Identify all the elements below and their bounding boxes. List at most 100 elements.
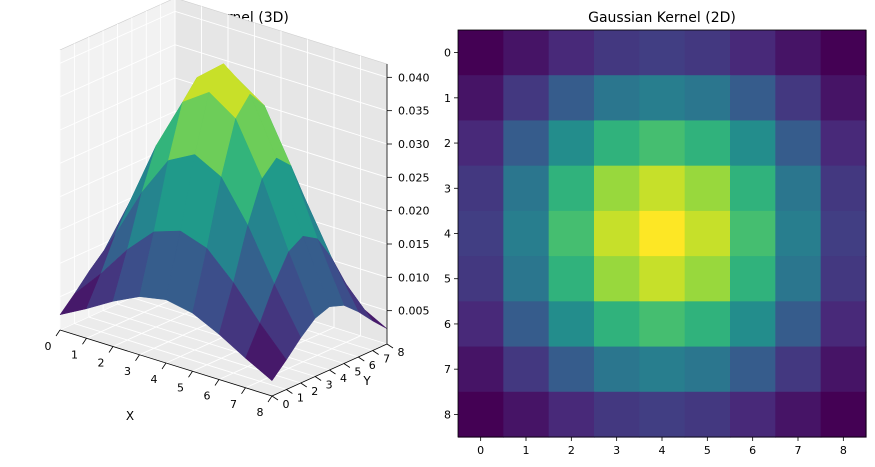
heatmap-cell (594, 210, 640, 257)
heatmap-cell (458, 210, 504, 257)
y-tick-label: 0 (283, 398, 290, 411)
heatmap-cell (820, 346, 867, 393)
x-tick-label: 3 (613, 444, 620, 457)
heatmap-cell (594, 346, 640, 393)
heatmap-cell (684, 30, 731, 76)
heatmap-cell (775, 165, 822, 212)
surface-mesh (59, 63, 388, 381)
heatmap-cell (548, 30, 595, 76)
heatmap-cell (730, 120, 776, 167)
heatmap-cell (503, 301, 550, 348)
heatmap-cell (730, 301, 776, 348)
z-tick-label: 0.025 (398, 171, 430, 184)
y-tick-label: 4 (444, 228, 451, 241)
x-tick-mark (55, 329, 61, 337)
y-tick-label: 3 (326, 379, 333, 392)
heatmap-cell (730, 210, 776, 257)
y-tick-mark (271, 395, 279, 401)
gridline (88, 37, 301, 384)
heatmap-cell (639, 210, 686, 257)
heatmap-cell (730, 165, 776, 212)
z-tick-label: 0.010 (398, 271, 430, 284)
x-tick-label: 7 (795, 444, 802, 457)
y-tick-mark (372, 350, 379, 355)
x-tick-label: 4 (659, 444, 666, 457)
heatmap-cell (730, 256, 776, 302)
heatmap-cell (548, 256, 595, 302)
y-tick-label: 2 (444, 137, 451, 150)
heatmap-cell (775, 75, 822, 122)
heatmap-cell (548, 346, 595, 393)
y-tick-mark (358, 356, 365, 362)
z-tick-label: 0.005 (398, 305, 430, 318)
heatmap-cell (458, 301, 504, 348)
y-axis-label: Y (362, 374, 371, 388)
heatmap-cell (594, 75, 640, 122)
gridline (59, 10, 388, 78)
x-tick-label: 8 (840, 444, 847, 457)
x-tick-label: 4 (151, 373, 158, 386)
heatmap-cell (503, 120, 550, 167)
y-tick-label: 8 (398, 346, 405, 359)
heatmap-cell (684, 391, 731, 438)
gridline (59, 44, 388, 112)
x-tick-label: 5 (177, 381, 184, 394)
y-tick-label: 6 (369, 359, 376, 372)
x-tick-label: 7 (230, 398, 237, 411)
heatmap-cell (730, 75, 776, 122)
heatmap-cell (820, 30, 867, 76)
heatmap-cell (684, 210, 731, 257)
x-tick-label: 2 (98, 357, 105, 370)
heatmap-cell (684, 346, 731, 393)
heatmap-cell (503, 210, 550, 257)
heatmap-cell (594, 391, 640, 438)
x-tick-mark (82, 338, 87, 345)
heatmap-cell (548, 120, 595, 167)
heatmap-cell (684, 301, 731, 348)
heatmap-cell (503, 30, 550, 76)
y-tick-mark (329, 369, 336, 375)
z-tick-label: 0.015 (398, 238, 430, 251)
heatmap-cell (548, 165, 595, 212)
heatmap-cell (503, 256, 550, 302)
heatmap-cell (458, 75, 504, 122)
y-tick-label: 1 (444, 92, 451, 105)
heatmap-cell (458, 30, 504, 76)
x-tick-mark (161, 362, 167, 370)
heatmap-cell (775, 391, 822, 438)
gridline (59, 110, 388, 178)
heatmap-cell (458, 256, 504, 302)
x-tick-mark (135, 354, 140, 361)
heatmap-cell (594, 120, 640, 167)
heatmap-cell (775, 301, 822, 348)
heatmap-cell (775, 256, 822, 302)
heatmap-cell (458, 120, 504, 167)
heatmap-cell (775, 346, 822, 393)
y-tick-label: 1 (297, 392, 304, 405)
heatmap-cell (820, 256, 867, 302)
y-tick-label: 7 (444, 363, 451, 376)
y-tick-label: 2 (311, 385, 318, 398)
heatmap-2d-plot: Gaussian Kernel (2D) 0 1 2 3 4 5 6 7 8 0 1 2 3 4 5 6 7 8 (444, 10, 867, 457)
y-tick-label: 7 (383, 353, 390, 366)
z-tick-label: 0.040 (398, 71, 430, 84)
y-tick-mark (314, 376, 322, 381)
x-tick-label: 6 (204, 390, 211, 403)
heatmap-cell (639, 120, 686, 167)
heatmap-cell (730, 391, 776, 438)
x-tick-label: 6 (749, 444, 756, 457)
heatmap-cell (639, 391, 686, 438)
x-tick-mark (188, 371, 193, 378)
heatmap-cell (730, 346, 776, 393)
heatmap-cell (684, 75, 731, 122)
heatmap-cell (594, 301, 640, 348)
heatmap-cell (639, 346, 686, 393)
heatmap-cell (594, 30, 640, 76)
surface-3d-plot: Gaussian Kernel (3D) 0123456780123456780… (45, 0, 430, 423)
heatmap-cell (503, 346, 550, 393)
gridline (59, 77, 388, 145)
heatmap-cell (639, 165, 686, 212)
heatmap-cell (820, 75, 867, 122)
